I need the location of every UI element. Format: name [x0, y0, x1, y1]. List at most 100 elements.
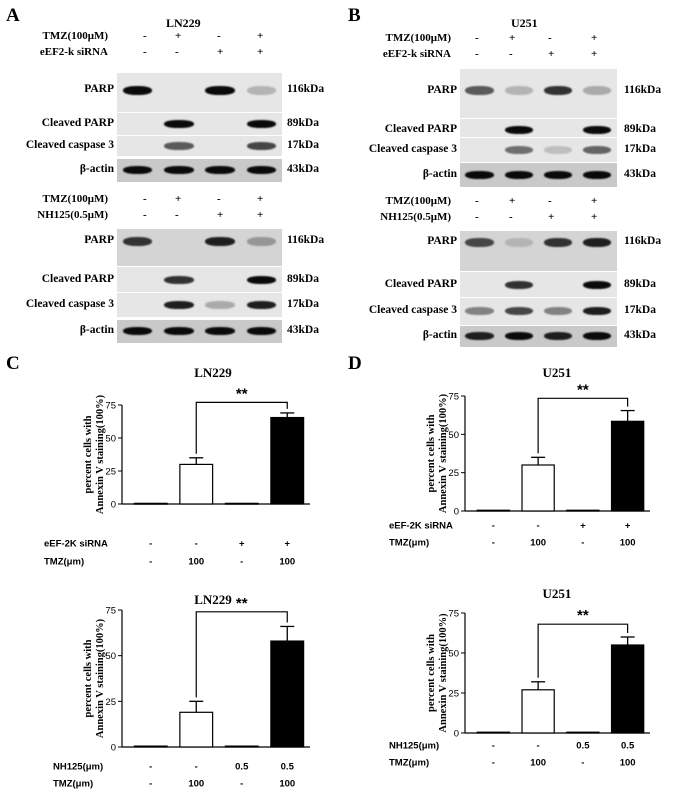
- panel-a-cell-line: LN229: [166, 16, 201, 30]
- treatment-sign: +: [509, 32, 516, 44]
- panel-c-letter: C: [6, 353, 20, 374]
- condition-value: -: [149, 762, 152, 773]
- protein-band: [164, 166, 194, 174]
- band-kda: 43kDa: [287, 163, 319, 175]
- band-kda: 43kDa: [287, 324, 319, 336]
- protein-band: [583, 86, 612, 95]
- treatment-sign: +: [217, 46, 224, 58]
- bar: [476, 509, 511, 512]
- significance-label: **: [236, 385, 248, 402]
- protein-band: [205, 166, 235, 174]
- bar: [179, 463, 214, 505]
- bar: [133, 745, 168, 748]
- significance-bracket: [537, 397, 629, 454]
- band-label: β-actin: [422, 329, 457, 341]
- condition-value: -: [240, 557, 243, 568]
- band-label: β-actin: [79, 324, 114, 336]
- band-label: Cleaved PARP: [384, 123, 457, 136]
- treatment-label: NH125(0.5μM): [37, 209, 108, 221]
- treatment-sign: -: [548, 195, 552, 207]
- blot-strip: [460, 325, 617, 347]
- protein-band: [504, 145, 533, 154]
- condition-value: +: [625, 521, 631, 532]
- band-label: Cleaved PARP: [41, 273, 114, 286]
- y-tick-label: 75: [448, 609, 459, 620]
- bar: [610, 420, 645, 512]
- treatment-sign: -: [143, 30, 147, 42]
- band-label: β-actin: [79, 163, 114, 175]
- condition-value: +: [580, 521, 586, 532]
- condition-value: -: [195, 539, 198, 550]
- treatment-label: TMZ(100μM): [385, 32, 451, 44]
- treatment-sign: +: [591, 195, 598, 207]
- treatment-sign: +: [257, 193, 264, 205]
- treatment-sign: -: [475, 32, 479, 44]
- treatment-sign: +: [175, 30, 182, 42]
- band-label: Cleaved PARP: [41, 116, 114, 129]
- condition-row-label: TMZ(μm): [389, 758, 429, 769]
- significance-bracket: [195, 401, 288, 454]
- protein-band: [583, 126, 612, 135]
- bar: [610, 644, 645, 734]
- band-label: PARP: [84, 234, 114, 247]
- treatment-sign: +: [548, 48, 555, 60]
- protein-band: [164, 300, 194, 309]
- bar: [566, 731, 600, 734]
- protein-band: [205, 300, 235, 309]
- band-label: PARP: [427, 235, 457, 248]
- condition-value: 100: [188, 557, 204, 568]
- protein-band: [504, 307, 533, 315]
- band-kda: 17kDa: [624, 142, 656, 155]
- band-label: PARP: [84, 83, 114, 95]
- condition-value: 0.5: [281, 762, 295, 773]
- bar: [566, 509, 600, 512]
- condition-value: -: [581, 538, 584, 549]
- protein-band: [504, 332, 533, 340]
- condition-value: 100: [279, 557, 295, 568]
- condition-row-label: NH125(μm): [389, 741, 439, 752]
- protein-band: [583, 170, 612, 179]
- condition-value: 0.5: [621, 741, 635, 752]
- y-axis-label: percent cells withAnnexin V staining(100…: [426, 393, 449, 513]
- protein-band: [122, 327, 153, 335]
- condition-value: +: [284, 539, 290, 550]
- protein-band: [122, 166, 153, 174]
- treatment-sign: +: [257, 209, 264, 221]
- blot-strip: [117, 112, 282, 135]
- blot-strip: [117, 135, 282, 156]
- blot-strip: [460, 230, 617, 271]
- y-tick-label: 75: [105, 606, 116, 617]
- protein-band: [164, 276, 194, 285]
- treatment-sign: +: [175, 193, 182, 205]
- y-tick-label: 0: [454, 729, 459, 740]
- band-label: Cleaved caspase 3: [368, 142, 457, 155]
- y-tick-label: 50: [105, 651, 116, 662]
- protein-band: [465, 86, 494, 95]
- panel-b-letter: B: [348, 5, 361, 26]
- protein-band: [543, 170, 573, 179]
- condition-value: 100: [279, 779, 295, 790]
- blot-strip: [460, 118, 617, 140]
- condition-value: 0.5: [235, 762, 249, 773]
- y-tick-label: 0: [454, 507, 459, 518]
- protein-band: [246, 119, 277, 128]
- condition-value: -: [195, 762, 198, 773]
- treatment-sign: +: [509, 195, 516, 207]
- chart-title: LN229: [194, 365, 232, 380]
- band-label: Cleaved caspase 3: [25, 138, 114, 151]
- protein-band: [465, 237, 494, 247]
- condition-row-label: eEF-2K siRNA: [44, 539, 108, 550]
- y-tick-label: 0: [111, 500, 116, 511]
- treatment-sign: -: [217, 30, 221, 42]
- band-label: β-actin: [422, 167, 457, 180]
- y-tick-label: 25: [105, 467, 116, 478]
- protein-band: [504, 126, 533, 135]
- band-kda: 116kDa: [287, 234, 325, 247]
- protein-band: [246, 276, 277, 285]
- band-label: PARP: [427, 83, 457, 96]
- condition-value: -: [240, 779, 243, 790]
- protein-band: [583, 237, 612, 247]
- band-kda: 17kDa: [624, 304, 656, 316]
- band-kda: 17kDa: [287, 138, 319, 151]
- bar: [270, 416, 305, 505]
